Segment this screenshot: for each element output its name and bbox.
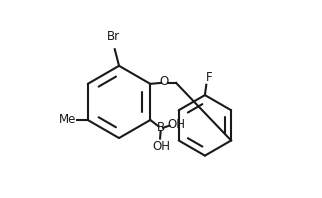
Text: O: O	[160, 75, 169, 89]
Text: Me: Me	[59, 113, 76, 127]
Text: B: B	[157, 121, 165, 134]
Text: Br: Br	[107, 30, 120, 43]
Text: OH: OH	[167, 118, 185, 131]
Text: F: F	[206, 71, 213, 84]
Text: OH: OH	[152, 140, 170, 153]
